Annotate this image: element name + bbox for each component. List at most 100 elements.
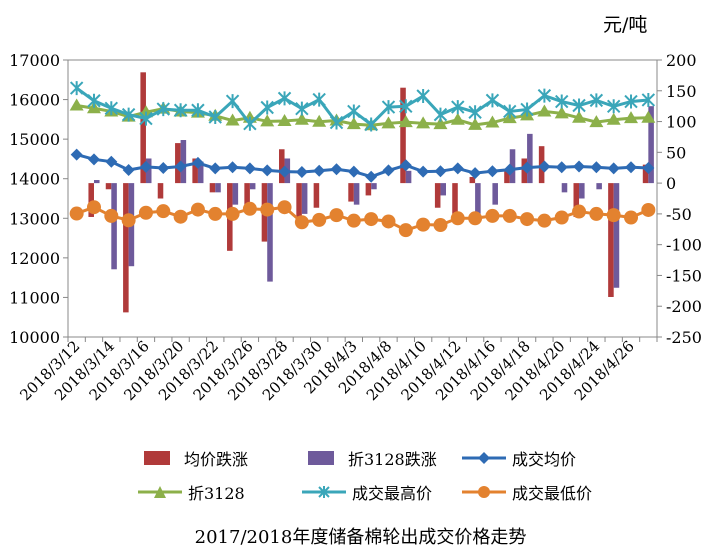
- bar-3128-change: [561, 183, 568, 193]
- bar-3128-change: [301, 183, 308, 214]
- bar-avg-change: [452, 183, 458, 214]
- bar-3128-change: [215, 183, 221, 193]
- legend-label: 折3128跌涨: [348, 450, 437, 469]
- marker-3128: [572, 110, 587, 123]
- marker-min: [381, 214, 396, 229]
- marker-3128: [485, 115, 500, 128]
- right-axis-tick-label: 50: [666, 143, 686, 162]
- bar-avg-change: [105, 183, 112, 190]
- marker-avg: [261, 164, 274, 177]
- marker-max: [606, 99, 621, 114]
- bar-avg-change: [88, 183, 94, 217]
- legend-label: 成交最低价: [512, 484, 593, 503]
- marker-min: [138, 205, 153, 220]
- marker-max: [121, 107, 136, 122]
- marker-avg: [399, 159, 412, 172]
- marker-3128: [294, 112, 309, 125]
- legend-swatch-3128: [138, 486, 182, 498]
- bar-3128-change: [596, 183, 602, 190]
- marker-3128: [468, 117, 483, 130]
- marker-3128: [606, 112, 621, 125]
- marker-avg: [382, 164, 395, 177]
- bar-3128-change: [111, 183, 117, 270]
- marker-avg: [87, 153, 100, 166]
- marker-max: [399, 99, 413, 114]
- bar-3128-change: [648, 106, 654, 184]
- marker-avg: [590, 161, 603, 174]
- marker-avg: [486, 165, 499, 178]
- bar-3128-change: [267, 183, 273, 282]
- marker-min: [225, 206, 240, 221]
- bar-avg-change: [157, 183, 164, 199]
- marker-max: [156, 102, 170, 117]
- marker-avg: [243, 162, 256, 175]
- right-axis-tick-label: 0: [666, 174, 676, 193]
- marker-min: [572, 204, 587, 219]
- marker-max: [364, 117, 378, 132]
- marker-min: [242, 201, 257, 216]
- bar-avg-change: [140, 72, 146, 184]
- marker-min: [554, 210, 569, 225]
- bar-3128-change: [509, 149, 516, 184]
- marker-max: [381, 100, 396, 115]
- legend-item-min: 成交最低价: [462, 480, 592, 504]
- plot-frame: [67, 59, 658, 338]
- marker-min: [485, 208, 500, 223]
- marker-min: [294, 215, 309, 230]
- marker-avg: [538, 160, 551, 173]
- marker-max: [572, 98, 586, 113]
- bar-3128-change: [613, 183, 620, 288]
- right-axis-tick-label: 100: [666, 113, 697, 132]
- bar-avg-change: [123, 183, 129, 313]
- legend-swatch-max: [302, 486, 346, 498]
- left-axis-tick-label: 15000: [9, 130, 60, 149]
- marker-3128: [589, 115, 604, 128]
- marker-max: [520, 102, 534, 117]
- bar-avg-change: [192, 158, 198, 184]
- marker-avg: [139, 160, 152, 173]
- marker-min: [104, 208, 119, 223]
- marker-min: [156, 204, 171, 219]
- marker-max: [87, 93, 101, 108]
- bar-avg-change: [175, 143, 181, 184]
- marker-avg: [573, 160, 586, 173]
- marker-avg: [521, 161, 534, 174]
- marker-3128: [260, 114, 275, 127]
- bar-avg-change: [434, 183, 441, 208]
- bar-3128-change: [180, 140, 187, 184]
- left-axis-tick-label: 17000: [9, 51, 60, 70]
- bar-3128-change: [249, 183, 256, 190]
- legend-swatch-3128-change: [308, 451, 334, 465]
- bar-3128-change: [93, 180, 100, 184]
- marker-max: [208, 109, 222, 124]
- bar-avg-change: [244, 183, 250, 208]
- marker-max: [312, 92, 326, 107]
- line-max: [75, 86, 649, 127]
- bar-3128-change: [405, 170, 412, 184]
- bar-3128-change: [440, 183, 446, 196]
- legend-item-avg: 成交均价: [462, 446, 576, 470]
- marker-max: [225, 94, 240, 109]
- legend-label: 成交最高价: [352, 484, 433, 503]
- legend: 均价跌涨 折3128跌涨 成交均价 折3128 成交最高价 成交最低价: [0, 440, 721, 510]
- marker-max: [260, 100, 274, 115]
- marker-avg: [70, 148, 83, 161]
- legend-label: 折3128: [188, 484, 245, 503]
- left-axis-tick-label: 12000: [9, 249, 60, 268]
- right-axis-tick-label: 150: [666, 82, 697, 101]
- marker-max: [104, 101, 119, 116]
- marker-3128: [554, 106, 569, 119]
- marker-max: [243, 116, 257, 131]
- legend-item-avg-change: 均价跌涨: [138, 446, 248, 470]
- bar-3128-change: [527, 133, 533, 184]
- right-axis-tick-label: -100: [666, 236, 702, 255]
- marker-avg: [226, 161, 239, 174]
- bar-avg-change: [296, 183, 302, 224]
- left-axis-tick-label: 13000: [9, 209, 60, 228]
- marker-max: [503, 104, 517, 119]
- marker-avg: [313, 164, 326, 177]
- bar-3128-change: [475, 183, 481, 214]
- marker-avg: [417, 165, 430, 178]
- marker-max: [451, 100, 465, 115]
- marker-3128: [346, 117, 361, 130]
